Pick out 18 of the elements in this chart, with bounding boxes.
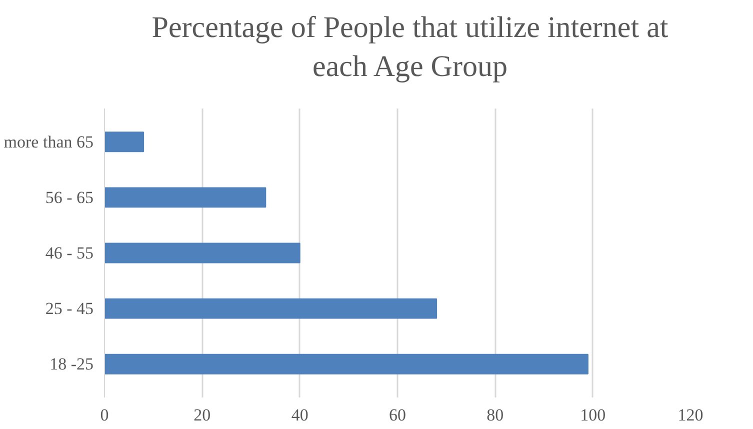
y-tick-label: 18 -25 [50, 354, 94, 374]
chart-title: Percentage of People that utilize internet at each Age Group [150, 10, 670, 85]
y-tick-label: 25 - 45 [45, 299, 94, 318]
y-tick-label: 46 - 55 [45, 244, 94, 262]
bar [104, 354, 588, 374]
x-tick-label: 40 [291, 406, 308, 424]
y-tick-label: 56 - 65 [45, 188, 94, 207]
bar [104, 187, 266, 208]
x-tick-label: 100 [580, 406, 606, 424]
y-tick-label: more than 65 [4, 132, 94, 152]
x-tick-label: 80 [486, 406, 504, 424]
bar [104, 298, 438, 319]
x-tick-label: 0 [100, 406, 109, 424]
bar [104, 242, 300, 264]
x-tick-label: 120 [678, 406, 704, 424]
bar [104, 132, 144, 152]
x-tick-label: 60 [389, 406, 406, 424]
x-tick-label: 20 [194, 406, 211, 424]
